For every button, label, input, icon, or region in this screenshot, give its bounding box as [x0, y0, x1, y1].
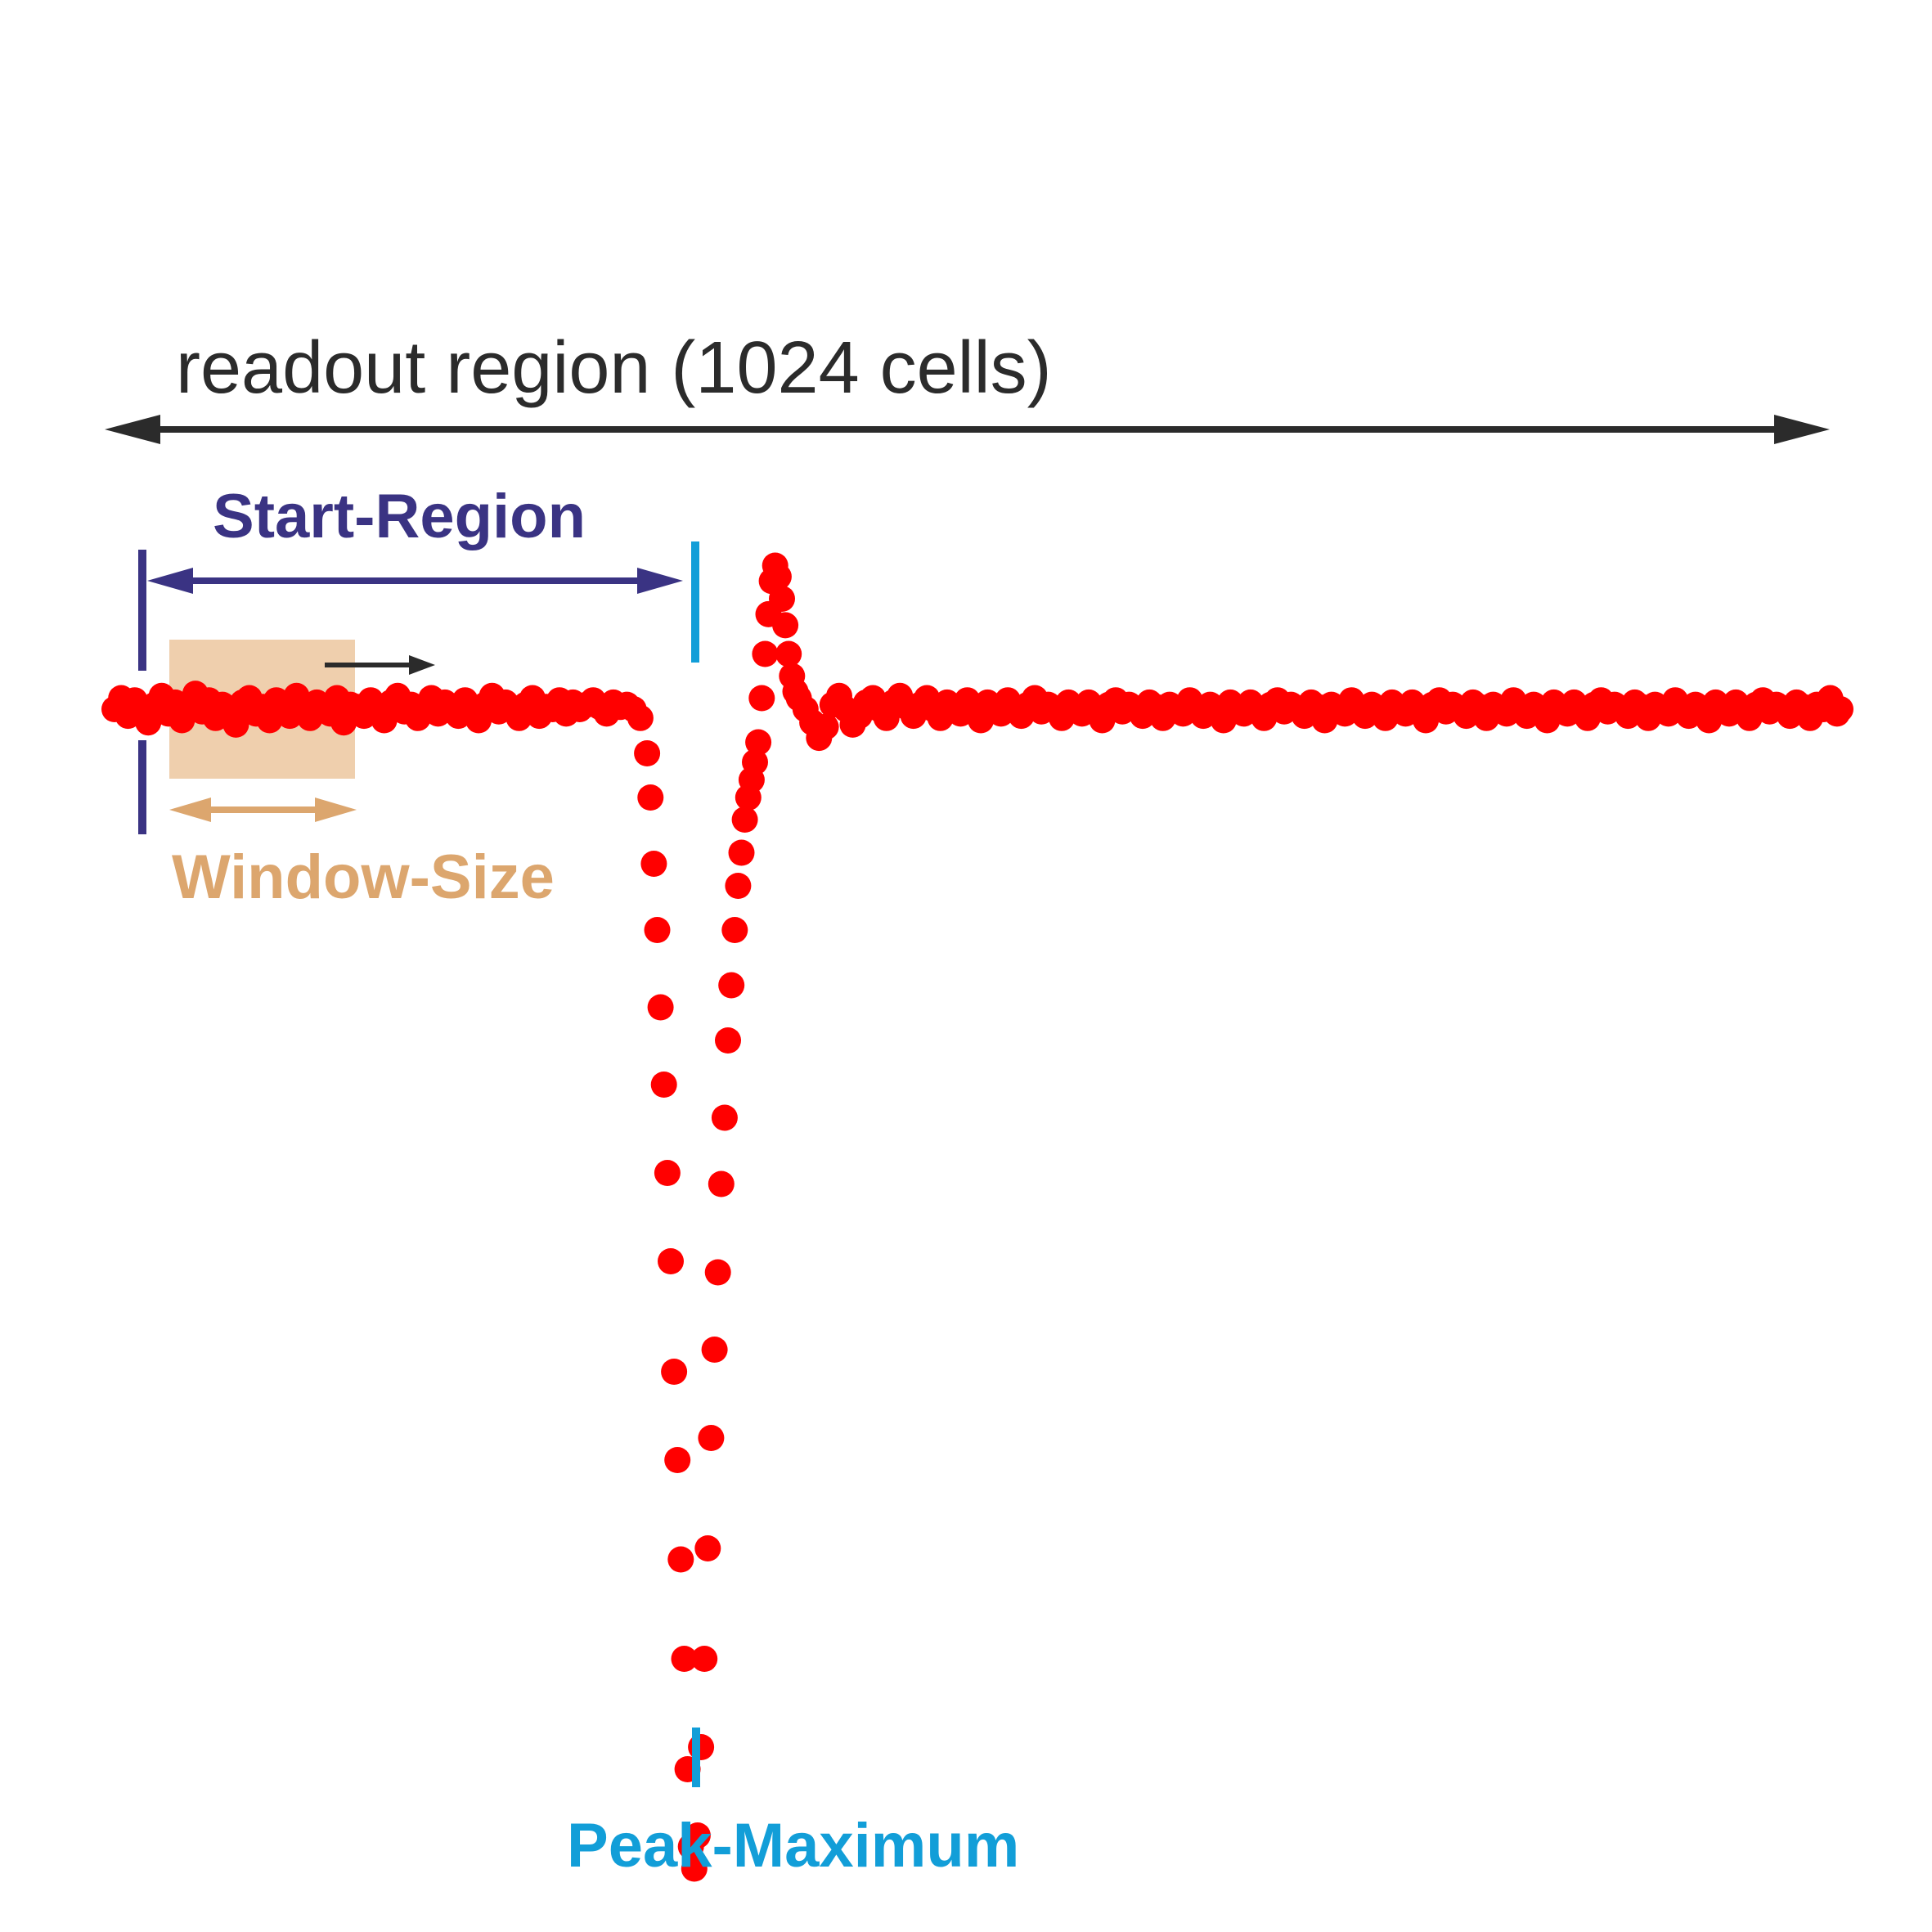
- window-size-label: Window-Size: [172, 842, 555, 912]
- signal-point: [671, 1646, 698, 1672]
- signal-point: [1827, 696, 1853, 722]
- signal-point: [742, 748, 768, 775]
- window-arrow-right-head: [315, 798, 357, 822]
- signal-point: [725, 873, 752, 899]
- signal-point: [718, 972, 745, 999]
- signal-point: [698, 1425, 725, 1451]
- signal-point: [728, 839, 755, 866]
- signal-point: [640, 851, 667, 877]
- signal-point: [708, 1170, 735, 1197]
- signal-point: [222, 711, 249, 738]
- start-arrow-right-head: [637, 568, 683, 594]
- readout-region-arrow: [105, 415, 1830, 444]
- signal-point: [634, 740, 661, 766]
- readout-arrow-left-head: [105, 415, 160, 444]
- signal-point: [688, 1734, 715, 1760]
- signal-point: [667, 1546, 694, 1573]
- signal-points: [101, 552, 1853, 1882]
- readout-region-label: readout region (1024 cells): [176, 327, 1052, 409]
- signal-point: [691, 1646, 718, 1672]
- signal-point: [704, 1259, 731, 1286]
- window-size-arrow: [169, 798, 357, 822]
- start-arrow-left-head: [147, 568, 193, 594]
- signal-point: [650, 1072, 677, 1098]
- signal-point: [661, 1359, 688, 1385]
- signal-point: [721, 917, 748, 943]
- signal-point: [627, 704, 654, 731]
- signal-point: [647, 994, 674, 1021]
- start-region-arrow: [147, 568, 683, 594]
- signal-point: [684, 1822, 711, 1849]
- signal-point: [772, 612, 799, 639]
- signal-point: [701, 1337, 728, 1363]
- signal-point: [715, 1027, 741, 1054]
- signal-point: [694, 1535, 721, 1561]
- window-arrow-left-head: [169, 798, 211, 822]
- signal-point: [664, 1447, 691, 1473]
- signal-point: [765, 564, 792, 590]
- signal-point: [658, 1248, 684, 1274]
- signal-point: [752, 640, 779, 667]
- signal-point: [681, 1855, 708, 1882]
- start-region-label: Start-Region: [213, 482, 586, 551]
- peak-maximum-label: Peak-Maximum: [567, 1811, 1019, 1880]
- signal-point: [731, 806, 758, 833]
- signal-point: [654, 1160, 681, 1186]
- signal-point: [775, 640, 802, 667]
- signal-point: [748, 685, 775, 712]
- window-shift-arrow: [325, 655, 435, 675]
- signal-point: [745, 729, 772, 756]
- signal-point: [812, 713, 839, 740]
- signal-point: [711, 1104, 738, 1131]
- signal-point: [644, 917, 671, 943]
- signal-point: [769, 586, 795, 612]
- signal-point: [637, 784, 664, 811]
- readout-arrow-right-head: [1774, 415, 1830, 444]
